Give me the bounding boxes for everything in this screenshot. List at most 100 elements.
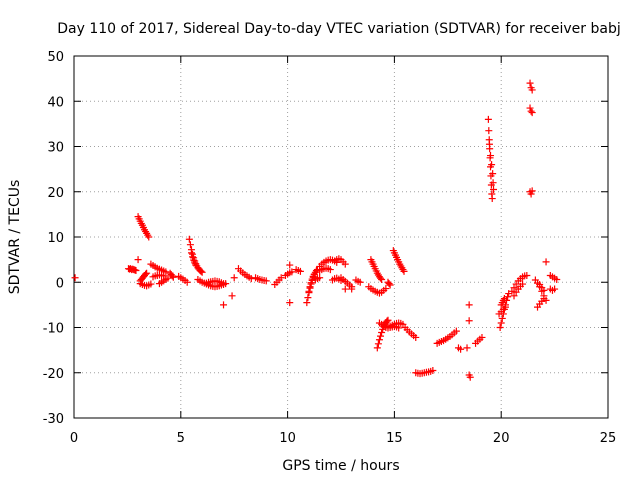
x-tick-label: 10 (279, 431, 296, 446)
data-point (142, 270, 150, 278)
y-tick-label: 30 (47, 141, 64, 156)
data-point (316, 274, 324, 282)
data-point (183, 278, 191, 286)
data-point (498, 314, 506, 322)
data-point (463, 344, 471, 352)
data-point (412, 333, 420, 341)
data-point (296, 267, 304, 275)
data-point (504, 293, 512, 301)
data-point (488, 161, 496, 169)
data-point (466, 373, 474, 381)
y-axis-label: SDTVAR / TECUs (7, 180, 23, 295)
data-point (189, 253, 197, 261)
data-point (286, 261, 294, 269)
data-point (307, 279, 315, 287)
data-point (553, 276, 561, 284)
data-point (542, 258, 550, 266)
data-point (489, 179, 497, 187)
data-point (484, 115, 492, 123)
data-point (485, 127, 493, 135)
data-point (147, 280, 155, 288)
data-point (185, 235, 193, 243)
y-tick-label: 50 (47, 50, 64, 65)
data-point (528, 109, 536, 117)
data-point (508, 287, 516, 295)
y-tick-label: -30 (43, 412, 64, 427)
data-point (169, 273, 177, 281)
data-point (386, 281, 394, 289)
data-point (383, 317, 391, 325)
data-point (384, 316, 392, 324)
data-point (192, 261, 200, 269)
y-tick-label: -10 (43, 322, 64, 337)
data-point (497, 319, 505, 327)
data-point (452, 327, 460, 335)
data-point (162, 268, 170, 276)
data-point (132, 266, 140, 274)
data-point (356, 278, 364, 286)
data-point (519, 280, 527, 288)
chart-title: Day 110 of 2017, Sidereal Day-to-day VTE… (57, 21, 620, 37)
data-point (400, 267, 408, 275)
data-point (395, 324, 403, 332)
data-point (457, 345, 465, 353)
data-point (510, 284, 518, 292)
data-point (168, 272, 176, 280)
data-point (478, 333, 486, 341)
data-point (489, 170, 497, 178)
data-point (304, 294, 312, 302)
data-point (526, 104, 534, 112)
data-point (230, 274, 238, 282)
data-point (262, 277, 270, 285)
x-tick-label: 20 (493, 431, 510, 446)
data-point (500, 295, 508, 303)
data-point (198, 268, 206, 276)
data-point (375, 336, 383, 344)
y-tick-label: 40 (47, 95, 64, 110)
axis-ticks (73, 55, 609, 419)
data-point (71, 274, 79, 282)
data-point (487, 152, 495, 160)
data-point (385, 280, 393, 288)
data-point (551, 285, 559, 293)
data-point (288, 268, 296, 276)
grid (74, 56, 608, 418)
data-point (501, 303, 509, 311)
data-point (378, 328, 386, 336)
data-point (277, 274, 285, 282)
x-tick-label: 5 (177, 431, 185, 446)
data-point (488, 195, 496, 203)
data-point (496, 324, 504, 331)
x-tick-label: 15 (386, 431, 403, 446)
data-point (377, 274, 385, 282)
data-point (348, 285, 356, 293)
data-point (247, 275, 255, 283)
data-point (490, 185, 498, 193)
data-point (326, 266, 334, 274)
data-point (310, 270, 318, 278)
data-point (187, 249, 195, 257)
y-tick-label: -20 (43, 367, 64, 382)
data-point (528, 86, 536, 94)
y-tick-label: 0 (56, 276, 64, 291)
data-point (373, 344, 381, 352)
data-points (71, 79, 561, 381)
data-point (382, 285, 390, 293)
x-tick-label: 0 (70, 431, 78, 446)
data-point (527, 107, 535, 115)
data-point (485, 140, 493, 148)
data-point (465, 301, 473, 309)
data-point (378, 276, 386, 284)
data-point (145, 233, 153, 241)
data-point (540, 286, 548, 294)
data-point (228, 292, 236, 300)
x-tick-label: 25 (600, 431, 617, 446)
data-point (526, 79, 534, 87)
data-point (528, 187, 536, 195)
y-tick-label: 10 (47, 231, 64, 246)
data-point (186, 241, 194, 249)
data-point (286, 299, 294, 307)
data-point (527, 190, 535, 198)
x-axis-label: GPS time / hours (282, 458, 399, 474)
